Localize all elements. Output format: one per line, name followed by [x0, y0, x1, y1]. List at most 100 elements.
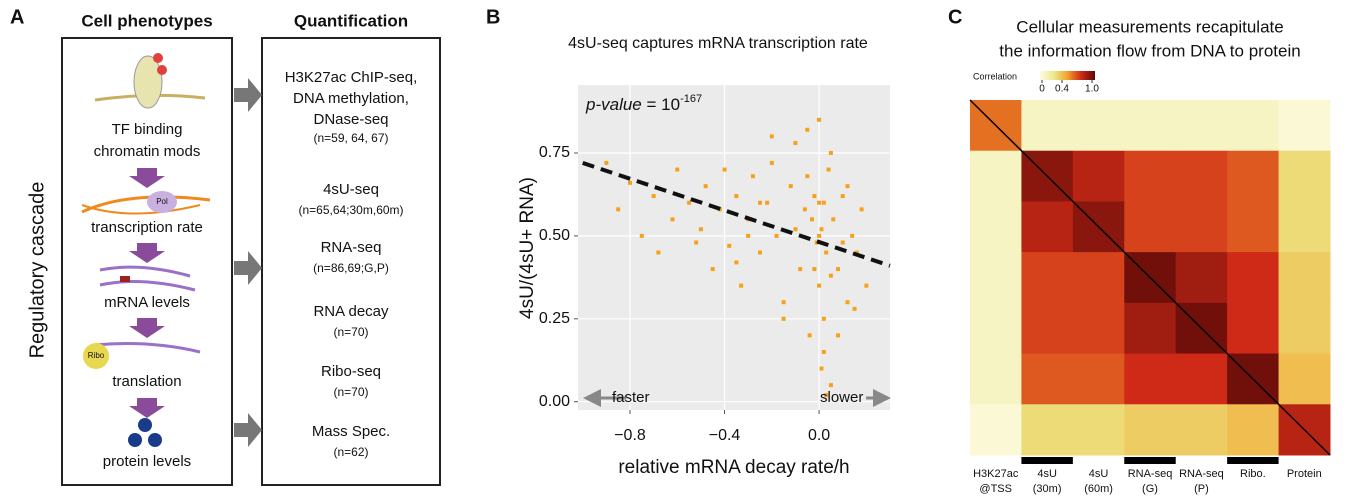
point	[675, 167, 680, 172]
map-arrows	[234, 78, 262, 447]
group-label: (60m)	[1084, 483, 1113, 495]
quantification-labels: H3K27ac ChIP-seq, DNA methylation, DNase-s…	[285, 69, 418, 459]
point	[805, 174, 810, 179]
icon-ribosome: Ribo	[83, 342, 201, 369]
group-label: (G)	[1142, 483, 1158, 495]
box	[61, 37, 233, 486]
direction-label: slower	[820, 389, 863, 406]
group-label: Protein	[1287, 468, 1322, 480]
point	[710, 267, 715, 272]
point	[758, 250, 762, 255]
annotation: p-value = 10-167	[585, 93, 702, 115]
heatmap-cell	[1021, 302, 1074, 355]
point	[845, 184, 850, 189]
x-tick-label: 0.0	[808, 427, 830, 444]
heatmap-cell	[1175, 201, 1228, 253]
heatmap-cell	[1072, 302, 1125, 355]
point	[739, 283, 744, 288]
panel-letter: B	[486, 6, 500, 28]
point	[828, 273, 833, 278]
point	[734, 260, 739, 265]
point	[817, 200, 822, 205]
point	[750, 174, 755, 179]
point	[812, 267, 817, 272]
box-title: Cell phenotypes	[81, 11, 212, 30]
point	[831, 217, 836, 222]
group-label: (P)	[1194, 483, 1209, 495]
heatmap-cell	[1227, 302, 1280, 355]
icon-label: Pol	[156, 197, 168, 206]
quantification-label: (n=59, 64, 67)	[313, 131, 388, 145]
point	[727, 243, 732, 248]
point	[845, 300, 850, 305]
diagonal	[969, 99, 1331, 456]
point	[698, 227, 703, 232]
heatmap-cell	[1124, 201, 1177, 253]
heatmap-cell	[1124, 150, 1177, 202]
heatmap-cell	[1175, 100, 1228, 152]
panel-letter: A	[10, 6, 24, 28]
heatmap-cell	[1227, 252, 1280, 304]
quantification-label: (n=70)	[333, 325, 368, 339]
group-label: 4sU	[1037, 468, 1057, 480]
quantification-label: 4sU-seq	[323, 181, 379, 198]
point	[703, 184, 708, 189]
heatmap-cell	[970, 404, 1022, 456]
heatmap-cell	[970, 302, 1022, 355]
heatmap-cell	[1278, 201, 1331, 253]
phenotype-label: protein levels	[103, 453, 191, 470]
heatmap-cell	[1278, 302, 1331, 355]
quantification-label: Ribo-seq	[321, 363, 381, 380]
point	[852, 306, 857, 311]
heatmap-cell	[1278, 100, 1331, 152]
point	[687, 200, 692, 205]
point	[817, 283, 822, 288]
phenotype-label: translation	[112, 373, 181, 390]
quantification-label: H3K27ac ChIP-seq,	[285, 69, 418, 86]
point	[793, 141, 798, 146]
group-bar	[1021, 457, 1073, 464]
point	[802, 207, 807, 212]
y-axis-label: 4sU/(4sU+ RNA)	[517, 177, 538, 319]
point	[824, 393, 829, 398]
annotation-label: p-value	[585, 95, 642, 114]
heatmap-cell	[1227, 201, 1280, 253]
point	[774, 233, 779, 238]
heatmap-cell	[1021, 100, 1074, 152]
point	[746, 233, 751, 238]
colorbar-tick-label: 1.0	[1085, 84, 1099, 95]
point	[788, 184, 793, 189]
chart-title: 4sU-seq captures mRNA transcription rate	[568, 35, 868, 52]
point	[817, 117, 822, 122]
box-title: Quantification	[294, 11, 408, 30]
point	[836, 333, 840, 338]
heatmap-cell	[1021, 353, 1074, 405]
phenotype-label: mRNA levels	[104, 294, 190, 311]
panel-letter: C	[948, 6, 962, 28]
point	[793, 227, 798, 232]
side-label: Regulatory cascade	[26, 182, 48, 359]
icon-chromatin	[94, 53, 206, 109]
icon-protein	[128, 418, 162, 447]
point	[824, 250, 829, 255]
point	[840, 240, 845, 245]
point	[854, 250, 859, 255]
point	[807, 333, 812, 338]
quantification-label: (n=70)	[333, 385, 368, 399]
icon-mrna	[99, 265, 196, 292]
point	[859, 207, 864, 212]
point	[628, 180, 632, 185]
heatmap-cell	[1278, 252, 1331, 304]
group-label: H3K27ac	[973, 468, 1019, 480]
x-tick-label: −0.8	[614, 427, 646, 444]
heatmap-cell	[1072, 404, 1125, 456]
point	[821, 316, 826, 321]
points	[604, 117, 869, 398]
fit-line	[582, 161, 891, 268]
direction-label: faster	[612, 389, 650, 406]
group-label: Ribo.	[1240, 468, 1266, 480]
heatmap-cell	[1124, 353, 1177, 405]
point	[734, 194, 739, 199]
group-label: RNA-seq	[1179, 468, 1224, 480]
